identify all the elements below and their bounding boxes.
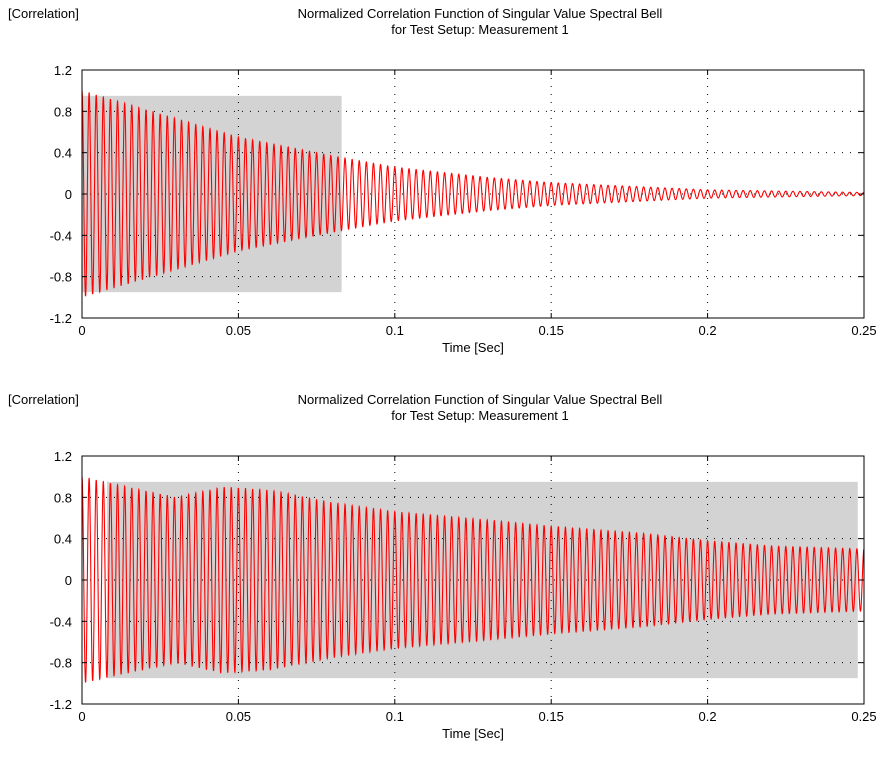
y-tick-label: 0.8 bbox=[54, 490, 72, 505]
x-axis-label: Time [Sec] bbox=[442, 726, 504, 741]
x-tick-label: 0.05 bbox=[226, 709, 251, 724]
y-tick-label: -0.8 bbox=[50, 656, 72, 671]
y-tick-label: 0.4 bbox=[54, 146, 72, 161]
chart-title-line-1: Normalized Correlation Function of Singu… bbox=[297, 6, 663, 21]
x-tick-label: 0.2 bbox=[699, 323, 717, 338]
x-tick-label: 0.25 bbox=[851, 709, 876, 724]
chart-title: Normalized Correlation Function of Singu… bbox=[200, 392, 760, 424]
correlation-plot: 0 0.05 0.1 0.15 0.2 0.25 1.2 0.8 0.4 0 -0.4 -0.8 -1.… bbox=[50, 449, 877, 741]
x-tick-label: 0.2 bbox=[699, 709, 717, 724]
x-tick-label: 0 bbox=[78, 709, 85, 724]
y-tick-label: -1.2 bbox=[50, 311, 72, 326]
y-tick-label: 0.8 bbox=[54, 104, 72, 119]
y-tick-label: -0.4 bbox=[50, 228, 72, 243]
y-tick-label: -0.4 bbox=[50, 614, 72, 629]
chart-title-line-1: Normalized Correlation Function of Singu… bbox=[297, 392, 663, 407]
correlation-plot: 0 0.05 0.1 0.15 0.2 0.25 1.2 0.8 0.4 0 -0.4 -0.8 -1.… bbox=[50, 63, 877, 355]
y-tick-label: 0 bbox=[65, 187, 72, 202]
x-tick-label: 0.15 bbox=[539, 709, 564, 724]
y-tick-label: -0.8 bbox=[50, 270, 72, 285]
y-tick-label: 1.2 bbox=[54, 449, 72, 464]
y-tick-label: 1.2 bbox=[54, 63, 72, 78]
y-tick-label: 0.4 bbox=[54, 532, 72, 547]
chart-title-line-2: for Test Setup: Measurement 1 bbox=[391, 22, 569, 37]
x-tick-label: 0 bbox=[78, 323, 85, 338]
x-tick-label: 0.05 bbox=[226, 323, 251, 338]
series-line bbox=[81, 476, 865, 683]
y-axis-label: [Correlation] bbox=[8, 392, 79, 407]
series-line bbox=[81, 90, 865, 297]
y-tick-label: -1.2 bbox=[50, 697, 72, 712]
y-axis-label: [Correlation] bbox=[8, 6, 79, 21]
x-tick-label: 0.1 bbox=[386, 709, 404, 724]
x-tick-label: 0.25 bbox=[851, 323, 876, 338]
chart-panel-bottom: [Correlation] Normalized Correlation Fun… bbox=[0, 386, 886, 760]
x-axis-label: Time [Sec] bbox=[442, 340, 504, 355]
x-tick-label: 0.1 bbox=[386, 323, 404, 338]
y-tick-label: 0 bbox=[65, 573, 72, 588]
chart-title: Normalized Correlation Function of Singu… bbox=[200, 6, 760, 38]
chart-panel-top: [Correlation] Normalized Correlation Fun… bbox=[0, 0, 886, 374]
x-tick-label: 0.15 bbox=[539, 323, 564, 338]
chart-title-line-2: for Test Setup: Measurement 1 bbox=[391, 408, 569, 423]
